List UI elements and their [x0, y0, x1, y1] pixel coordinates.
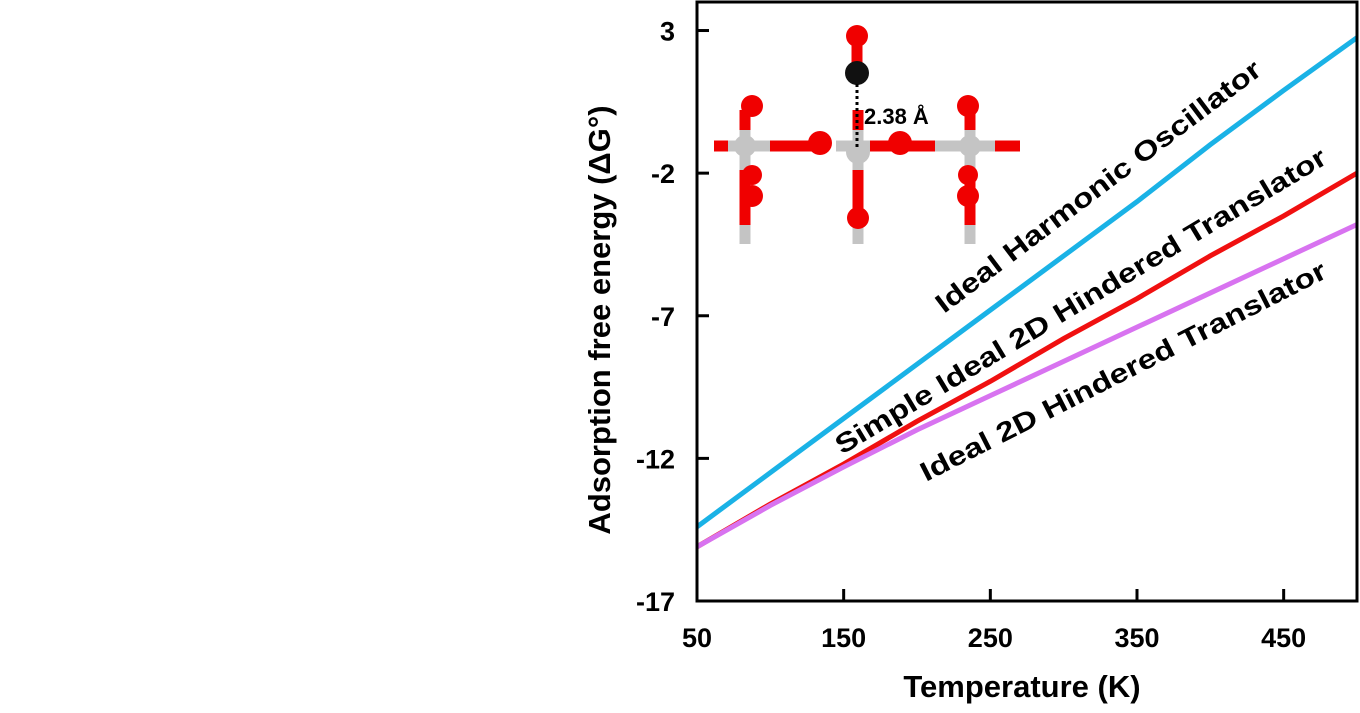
series-line-0 [695, 35, 1359, 529]
atom [959, 135, 981, 157]
inset-distance-label: 2.38 Å [864, 103, 929, 129]
atom [808, 131, 832, 155]
atom [958, 165, 978, 185]
atom [847, 207, 869, 229]
y-tick-label: -12 [636, 444, 675, 474]
series-line-2 [695, 222, 1359, 549]
x-tick-label: 450 [1261, 623, 1306, 653]
x-tick-label: 150 [821, 623, 866, 653]
y-tick-label: -2 [651, 159, 675, 189]
y-tick-label: 3 [660, 17, 675, 47]
plot-frame [695, 0, 1359, 603]
atom [846, 25, 868, 47]
y-axis-label: Adsorption free energy (ΔG°) [582, 105, 617, 534]
x-tick-label: 50 [682, 623, 712, 653]
atom [741, 185, 763, 207]
atom [742, 165, 762, 185]
atom [888, 131, 912, 155]
x-tick-label: 350 [1114, 623, 1159, 653]
y-tick-label: -17 [636, 587, 675, 617]
atom [734, 135, 756, 157]
inset-molecule-structure [714, 25, 1020, 244]
y-tick-label: -7 [651, 302, 675, 332]
atom [741, 95, 763, 117]
atom [957, 185, 979, 207]
atom [846, 140, 870, 164]
x-axis-label: Temperature (K) [903, 669, 1140, 704]
atom [845, 61, 869, 85]
x-tick-label: 250 [968, 623, 1013, 653]
atom [957, 95, 979, 117]
